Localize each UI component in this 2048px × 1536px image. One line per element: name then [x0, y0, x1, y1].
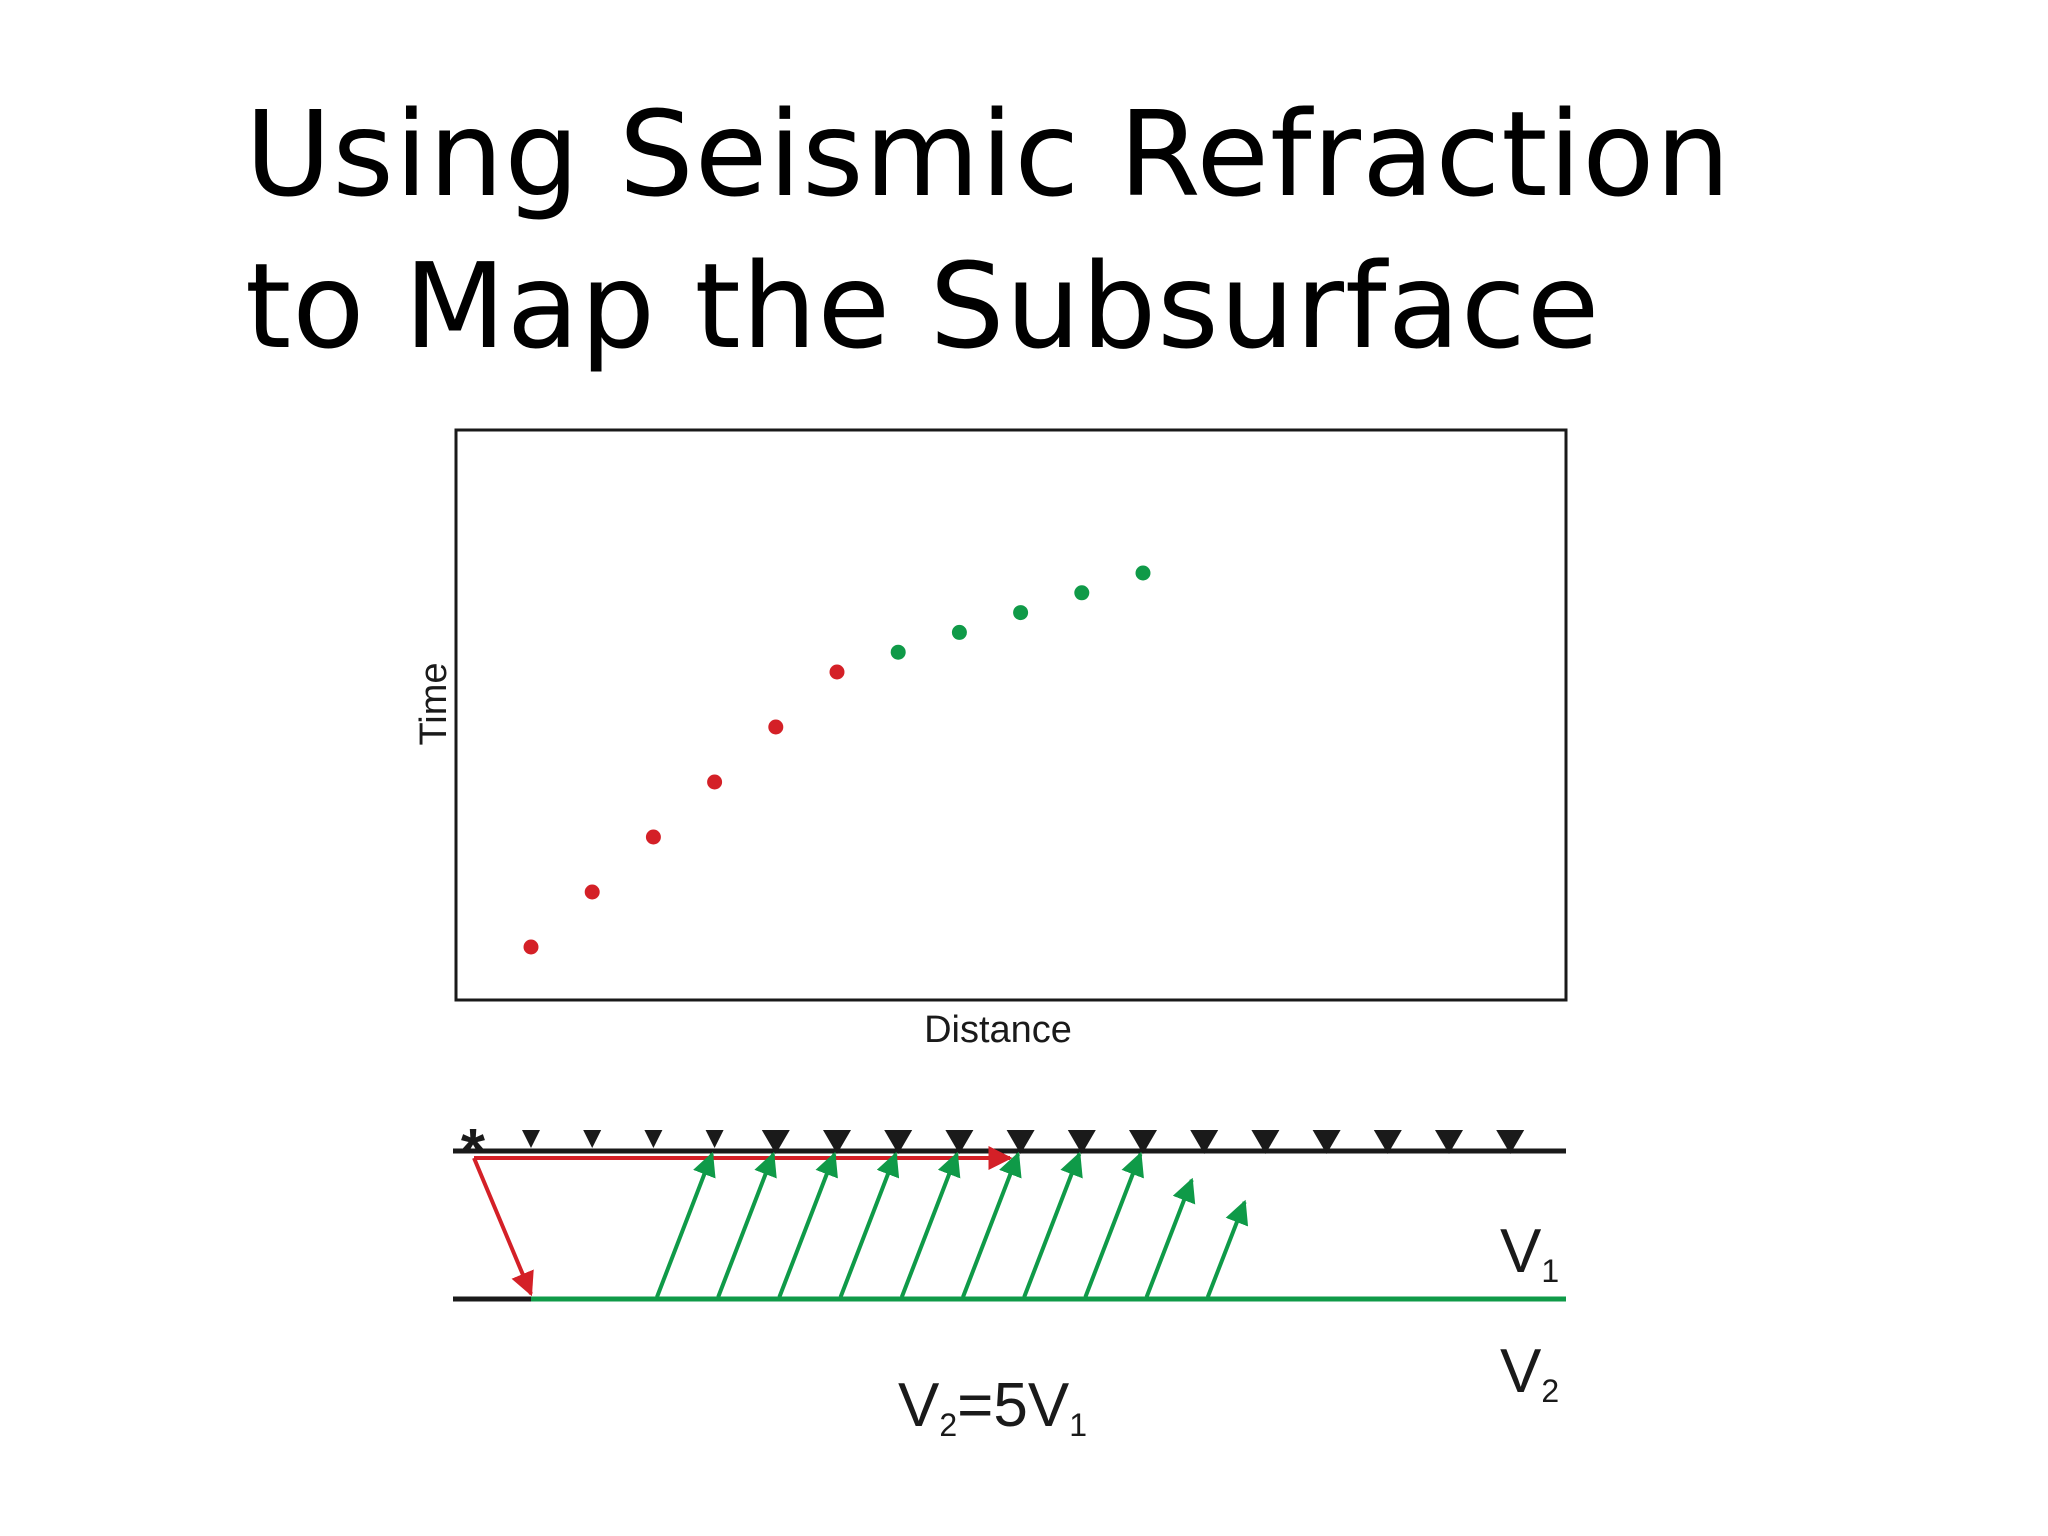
- geophone-9: [1006, 1130, 1035, 1154]
- data-point-refracted-11: [1135, 565, 1151, 581]
- head-wave-ray-10: [1205, 1199, 1249, 1298]
- geophone-3: [644, 1130, 663, 1148]
- y-axis-label: Time: [413, 662, 455, 745]
- equation-coefficient: 5V: [993, 1371, 1069, 1440]
- data-point-direct-4: [707, 774, 723, 790]
- layer2-velocity-symbol: V: [1500, 1337, 1542, 1406]
- data-point-refracted-7: [890, 644, 906, 660]
- velocity-equation: V2=5V1: [898, 1371, 1087, 1443]
- geophone-6: [823, 1130, 851, 1154]
- head-wave-ray-3: [777, 1151, 838, 1298]
- head-wave-ray-8: [1083, 1151, 1144, 1298]
- geophone-13: [1251, 1130, 1280, 1154]
- data-point-direct-6: [829, 664, 845, 680]
- data-point-direct-5: [768, 719, 784, 735]
- head-wave-ray-6: [961, 1151, 1022, 1298]
- layer2-velocity-subscript: 2: [1541, 1373, 1559, 1409]
- head-wave-ray-9: [1144, 1177, 1196, 1298]
- layer1-velocity-subscript: 1: [1541, 1253, 1559, 1289]
- head-wave-ray-7: [1022, 1151, 1083, 1298]
- geophone-15: [1373, 1130, 1402, 1154]
- geophone-array: [522, 1130, 1525, 1154]
- geophone-12: [1190, 1130, 1219, 1154]
- data-point-refracted-10: [1074, 585, 1090, 601]
- geophone-5: [761, 1130, 790, 1154]
- geophone-4: [705, 1130, 724, 1148]
- head-wave-ray-1: [655, 1151, 716, 1298]
- geophone-1: [522, 1130, 540, 1148]
- head-wave-rays: [655, 1151, 1249, 1298]
- x-axis-label: Distance: [924, 1009, 1072, 1051]
- head-wave-ray-4: [838, 1151, 900, 1298]
- data-point-direct-1: [523, 939, 539, 955]
- geophone-2: [583, 1130, 602, 1148]
- geophone-10: [1067, 1130, 1096, 1154]
- equation-v2: V: [898, 1371, 940, 1440]
- layer1-velocity-label: V1: [1500, 1217, 1559, 1289]
- geophone-14: [1312, 1130, 1341, 1154]
- equation-v2-subscript: 2: [939, 1407, 957, 1443]
- critical-incident-ray: [472, 1157, 534, 1297]
- travel-time-plot: Time Distance: [413, 428, 1568, 1051]
- cross-section: * V1 V2 V2=5V1: [453, 1117, 1566, 1443]
- data-point-direct-2: [584, 884, 600, 900]
- geophone-8: [945, 1130, 974, 1154]
- geophone-16: [1435, 1130, 1463, 1154]
- layer1-velocity-symbol: V: [1500, 1217, 1542, 1286]
- head-wave-ray-5: [899, 1151, 961, 1298]
- plot-frame: [454, 428, 1568, 1002]
- equation-equals: =: [957, 1371, 993, 1440]
- data-points: [523, 565, 1151, 955]
- geophone-17: [1496, 1130, 1525, 1154]
- geophone-11: [1129, 1130, 1157, 1154]
- geophone-7: [884, 1130, 913, 1154]
- title-line-1: Using Seismic Refraction: [245, 85, 1732, 223]
- title-line-2: to Map the Subsurface: [245, 237, 1601, 375]
- data-point-refracted-9: [1013, 605, 1029, 621]
- layer2-velocity-label: V2: [1500, 1337, 1559, 1409]
- head-wave-ray-2: [716, 1151, 777, 1298]
- equation-v1-subscript: 1: [1069, 1407, 1087, 1443]
- slide-title: Using Seismic Refraction to Map the Subs…: [245, 78, 1731, 382]
- data-point-direct-3: [645, 829, 661, 845]
- data-point-refracted-8: [951, 624, 967, 640]
